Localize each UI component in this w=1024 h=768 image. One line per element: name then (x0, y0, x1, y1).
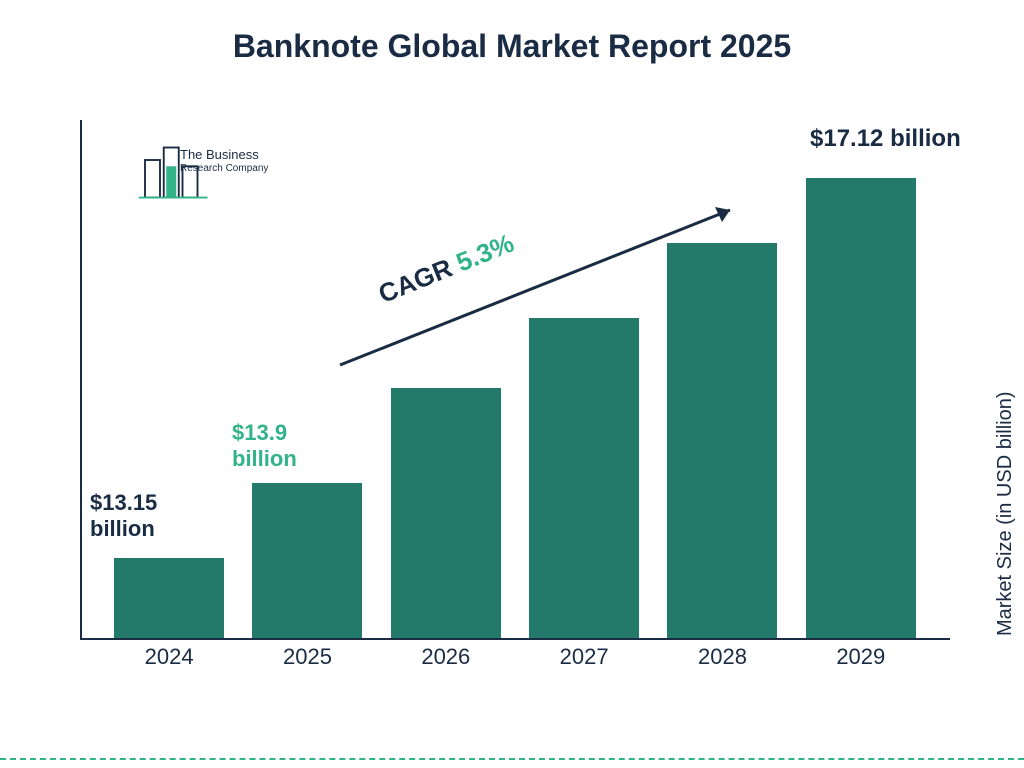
value-label-2025: $13.9 billion (232, 420, 352, 473)
bar-x-label: 2027 (524, 644, 644, 670)
bar-2024: 2024 (109, 558, 229, 638)
value-label-2029: $17.12 billion (810, 125, 980, 154)
bar-fill (252, 483, 362, 638)
bar-x-label: 2028 (662, 644, 782, 670)
x-axis (80, 638, 950, 640)
chart-title: Banknote Global Market Report 2025 (0, 28, 1024, 65)
y-axis-label: Market Size (in USD billion) (995, 392, 1018, 637)
bar-2025: 2025 (247, 483, 367, 638)
bar-x-label: 2026 (386, 644, 506, 670)
bar-fill (114, 558, 224, 638)
bar-2026: 2026 (386, 388, 506, 638)
bar-fill (806, 178, 916, 638)
bar-2029: 2029 (801, 178, 921, 638)
bar-fill (391, 388, 501, 638)
bar-x-label: 2029 (801, 644, 921, 670)
bar-x-label: 2025 (247, 644, 367, 670)
value-label-2024: $13.15 billion (90, 490, 210, 543)
bottom-divider (0, 758, 1024, 760)
bar-x-label: 2024 (109, 644, 229, 670)
